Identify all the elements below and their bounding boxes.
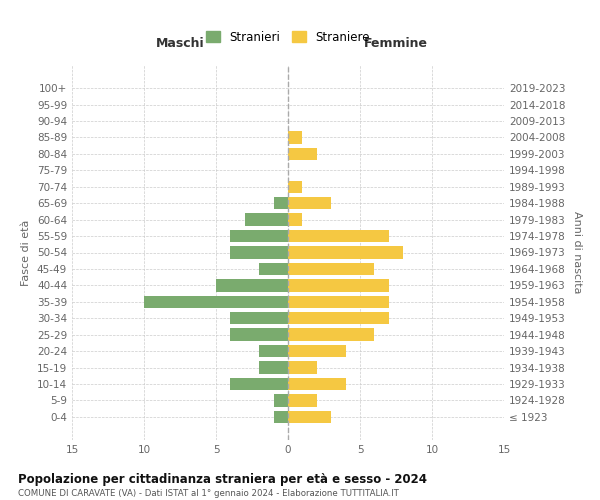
Bar xyxy=(274,197,288,209)
Text: Femmine: Femmine xyxy=(364,37,428,50)
Bar xyxy=(230,378,288,390)
Bar xyxy=(288,214,302,226)
Bar xyxy=(259,345,288,357)
Bar xyxy=(259,362,288,374)
Bar xyxy=(288,230,389,242)
Bar xyxy=(274,410,288,423)
Legend: Stranieri, Straniere: Stranieri, Straniere xyxy=(201,26,375,48)
Bar xyxy=(288,410,331,423)
Bar xyxy=(288,345,346,357)
Bar xyxy=(288,180,302,193)
Bar xyxy=(288,312,389,324)
Bar xyxy=(216,279,288,291)
Bar xyxy=(288,246,403,258)
Bar xyxy=(288,296,389,308)
Bar xyxy=(230,312,288,324)
Bar xyxy=(144,296,288,308)
Bar xyxy=(230,246,288,258)
Bar xyxy=(288,148,317,160)
Bar xyxy=(230,328,288,341)
Y-axis label: Anni di nascita: Anni di nascita xyxy=(572,211,582,294)
Bar xyxy=(288,362,317,374)
Bar xyxy=(230,230,288,242)
Text: COMUNE DI CARAVATE (VA) - Dati ISTAT al 1° gennaio 2024 - Elaborazione TUTTITALI: COMUNE DI CARAVATE (VA) - Dati ISTAT al … xyxy=(18,489,399,498)
Bar xyxy=(288,279,389,291)
Bar xyxy=(259,263,288,275)
Bar xyxy=(274,394,288,406)
Y-axis label: Fasce di età: Fasce di età xyxy=(22,220,31,286)
Bar xyxy=(288,263,374,275)
Text: Popolazione per cittadinanza straniera per età e sesso - 2024: Popolazione per cittadinanza straniera p… xyxy=(18,472,427,486)
Bar xyxy=(288,394,317,406)
Bar xyxy=(245,214,288,226)
Bar xyxy=(288,328,374,341)
Text: Maschi: Maschi xyxy=(155,37,205,50)
Bar xyxy=(288,197,331,209)
Bar xyxy=(288,378,346,390)
Bar xyxy=(288,132,302,143)
